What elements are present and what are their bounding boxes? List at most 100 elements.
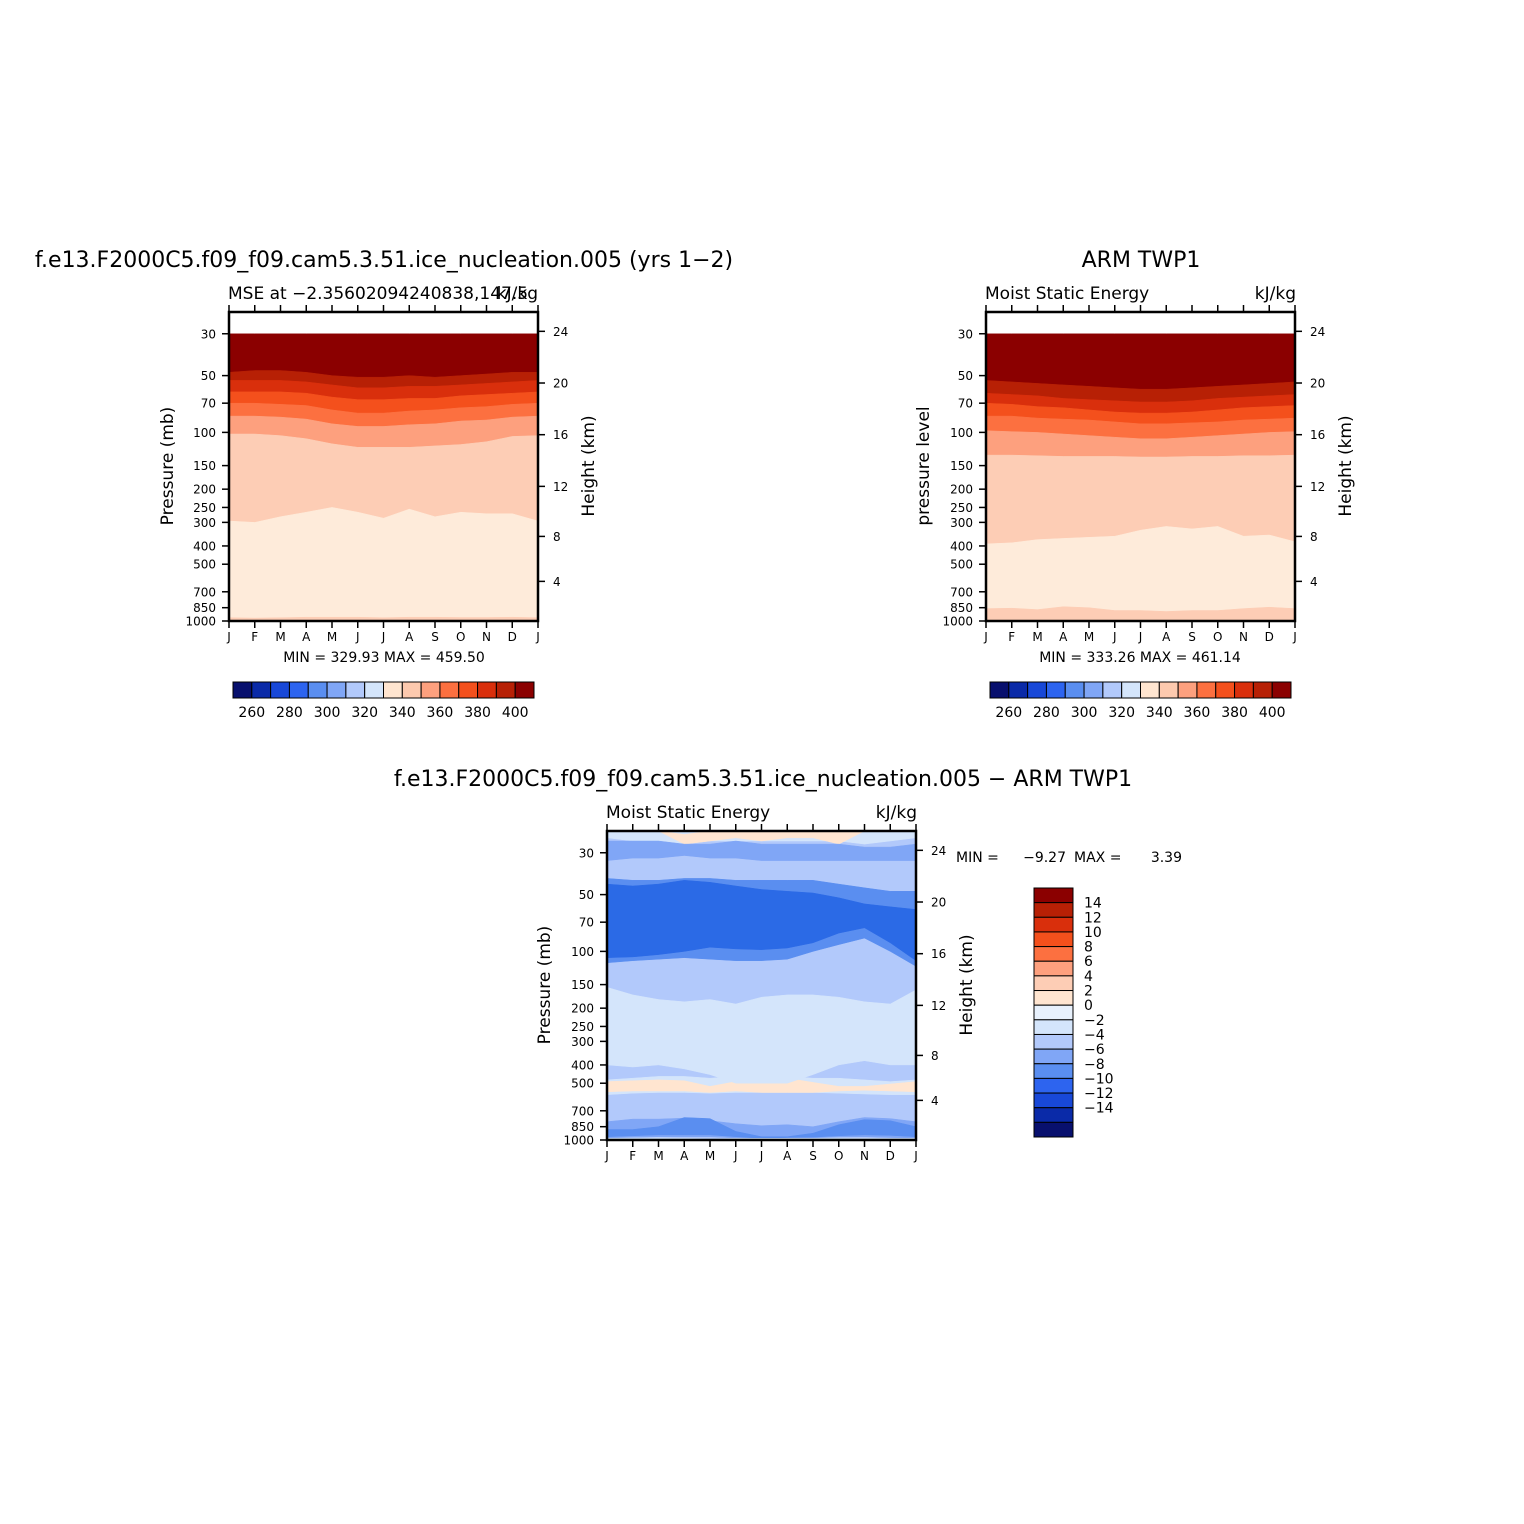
diff-colorbar-swatch xyxy=(1033,1063,1074,1079)
model-x-tick-label: J xyxy=(355,630,360,644)
panel-diff-subtitle-right: kJ/kg xyxy=(876,803,917,823)
panel-model-subtitle-left: MSE at −2.35602094240838,147.5 xyxy=(228,284,528,304)
obs-y-tick-label: 250 xyxy=(950,501,973,515)
panel-diff-y-label: Pressure (mb) xyxy=(535,926,555,1045)
panel-diff-y-label-right: Height (km) xyxy=(957,934,977,1035)
obs-x-tick-label: F xyxy=(1008,630,1015,644)
model-x-tick-label: N xyxy=(482,630,491,644)
diff-colorbar-swatch xyxy=(1033,960,1074,977)
diff-colorbar-label: −2 xyxy=(1084,1013,1105,1029)
panel-model-y-label-right: Height (km) xyxy=(579,415,599,516)
diff-x-tick-label: M xyxy=(653,1149,663,1163)
diff-colorbar-label: 14 xyxy=(1084,896,1102,912)
model-colorbar-swatch xyxy=(288,681,309,699)
panel-model-subtitle-right: kJ/kg xyxy=(497,284,538,304)
model-colorbar-swatch xyxy=(326,681,347,699)
diff-colorbar-label: 8 xyxy=(1084,940,1093,956)
diff-colorbar-label: 2 xyxy=(1084,984,1093,1000)
obs-y2-tick-label: 16 xyxy=(1310,428,1325,442)
diff-fill-layer xyxy=(607,831,916,1140)
diff-y-tick-label: 500 xyxy=(571,1077,594,1091)
diff-x-tick-label: A xyxy=(680,1149,689,1163)
diff-y-tick-label: 300 xyxy=(571,1035,594,1049)
panel-obs-y-label: pressure level xyxy=(914,406,934,525)
obs-y2-tick-label: 4 xyxy=(1310,575,1318,589)
diff-colorbar-swatch xyxy=(1033,902,1074,918)
obs-y-tick-label: 150 xyxy=(950,459,973,473)
obs-colorbar-label: 380 xyxy=(1221,705,1248,721)
obs-y-tick-label: 500 xyxy=(950,558,973,572)
obs-y-tick-label: 70 xyxy=(958,397,973,411)
panel-obs-title: ARM TWP1 xyxy=(1082,248,1201,273)
panel-diff: f.e13.F2000C5.f09_f09.cam5.3.51.ice_nucl… xyxy=(394,767,1182,1163)
model-x-tick-label: J xyxy=(381,630,386,644)
diff-colorbar-label: 4 xyxy=(1084,969,1093,985)
model-y2-tick-label: 16 xyxy=(553,428,568,442)
obs-y-tick-label: 300 xyxy=(950,516,973,530)
model-y2-tick-label: 8 xyxy=(553,530,561,544)
model-colorbar-swatch xyxy=(270,681,290,699)
obs-y-tick-label: 400 xyxy=(950,539,973,553)
obs-colorbar-swatch xyxy=(989,681,1010,699)
model-colorbar-label: 300 xyxy=(314,705,341,721)
diff-x-tick-label: J xyxy=(759,1149,764,1163)
diff-colorbar-swatch xyxy=(1033,1077,1074,1094)
diff-colorbar-label: −4 xyxy=(1084,1028,1105,1044)
model-x-tick-label: M xyxy=(275,630,285,644)
obs-colorbar-swatch xyxy=(1102,681,1123,699)
obs-x-tick-label: A xyxy=(1059,630,1068,644)
model-y-tick-label: 200 xyxy=(193,483,216,497)
diff-y2-tick-label: 8 xyxy=(931,1049,939,1063)
obs-x-tick-label: A xyxy=(1162,630,1171,644)
obs-colorbar-swatch xyxy=(1158,681,1179,699)
model-contour-band-7 xyxy=(229,507,538,621)
diff-colorbar-label: −8 xyxy=(1084,1057,1105,1073)
obs-colorbar-swatch xyxy=(1140,681,1160,699)
diff-x-tick-label: J xyxy=(913,1149,918,1163)
obs-colorbar-swatch xyxy=(1045,681,1066,699)
diff-y2-tick-label: 24 xyxy=(931,844,946,858)
panel-obs-stats: MIN = 333.26 MAX = 461.14 xyxy=(1039,650,1241,666)
model-y-tick-label: 300 xyxy=(193,516,216,530)
obs-colorbar-label: 260 xyxy=(995,705,1022,721)
diff-x-tick-label: M xyxy=(705,1149,715,1163)
model-colorbar-swatch xyxy=(364,681,385,699)
diff-colorbar-label: −14 xyxy=(1084,1101,1114,1117)
obs-x-tick-label: D xyxy=(1265,630,1274,644)
model-colorbar-label: 260 xyxy=(238,705,265,721)
obs-colorbar-swatch xyxy=(1252,681,1273,699)
diff-contour-region-6 xyxy=(607,840,916,861)
model-colorbar-swatch xyxy=(420,681,441,699)
obs-colorbar-swatch xyxy=(1215,681,1236,699)
diff-y-tick-label: 100 xyxy=(571,945,594,959)
panel-obs-colorbar: 260 280 300 320 340 360 380 400 xyxy=(989,681,1292,721)
model-colorbar-label: 400 xyxy=(502,705,529,721)
obs-colorbar-label: 320 xyxy=(1108,705,1135,721)
panel-diff-stats-max-label: MAX = xyxy=(1074,850,1121,866)
obs-y-tick-label: 30 xyxy=(958,327,973,341)
model-y2-tick-label: 20 xyxy=(553,377,568,391)
panel-diff-stats-min-label: MIN = xyxy=(956,850,999,866)
diff-colorbar-swatch xyxy=(1033,916,1074,933)
diff-colorbar-swatch xyxy=(1033,975,1074,992)
diff-contour-region-8 xyxy=(607,880,916,962)
diff-y-tick-label: 1000 xyxy=(563,1134,594,1148)
panel-obs-subtitle-right: kJ/kg xyxy=(1255,284,1296,304)
model-y2-tick-label: 24 xyxy=(553,325,568,339)
obs-y2-tick-label: 12 xyxy=(1310,480,1325,494)
diff-colorbar-label: −12 xyxy=(1084,1086,1114,1102)
model-colorbar-swatch xyxy=(232,681,253,699)
obs-x-tick-label: O xyxy=(1213,630,1222,644)
diff-colorbar-swatch xyxy=(1033,1004,1074,1021)
obs-colorbar-label: 400 xyxy=(1259,705,1286,721)
diff-colorbar-swatch xyxy=(1033,946,1074,962)
obs-colorbar-swatch xyxy=(1196,681,1217,699)
obs-contour-band-7 xyxy=(986,526,1295,621)
diff-x-tick-label: F xyxy=(629,1149,636,1163)
obs-x-tick-label: J xyxy=(983,630,988,644)
model-y-tick-label: 250 xyxy=(193,501,216,515)
diff-colorbar-label: −10 xyxy=(1084,1071,1114,1087)
